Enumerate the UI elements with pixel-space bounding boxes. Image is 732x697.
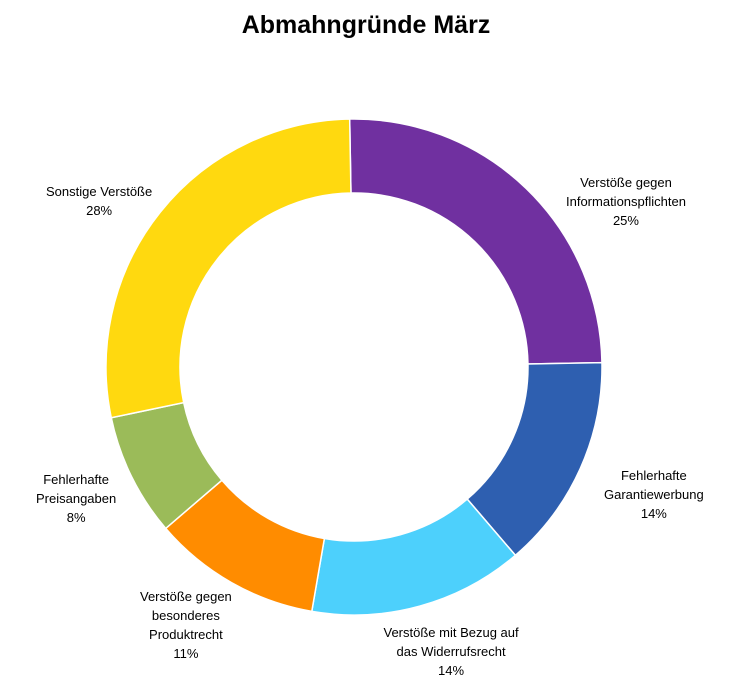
slice-label-name: besonderes bbox=[151, 608, 220, 623]
slice-label: Verstöße gegen Informationspflichten 25% bbox=[566, 173, 686, 230]
slice-label-name: Verstöße mit Bezug auf bbox=[383, 624, 519, 640]
slice-label-name: Fehlerhafte bbox=[620, 467, 687, 483]
slice-label-percent: 28% bbox=[86, 203, 113, 218]
slice-label-percent: 8% bbox=[66, 509, 86, 525]
slice-label-percent: 14% bbox=[438, 662, 465, 678]
slice-label: Fehlerhafte Garantiewerbung 14% bbox=[604, 466, 704, 523]
slice-label: Verstöße mit Bezug auf das Widerrufsrecht… bbox=[384, 623, 519, 680]
slice-label-name: das Widerrufsrecht bbox=[396, 643, 506, 659]
slice-label: Verstöße gegen besonderes Produktrecht 11% bbox=[140, 587, 232, 663]
slice-label-name: Preisangaben bbox=[36, 490, 117, 506]
slice-label-name: Fehlerhafte bbox=[43, 471, 109, 487]
chart-title: Abmahngründe März bbox=[241, 11, 491, 39]
slice-label-percent: 14% bbox=[640, 505, 667, 521]
slice-label-name: Garantiewerbung bbox=[604, 486, 704, 502]
slice-label-name: Produktrecht bbox=[149, 627, 223, 642]
slice-label: Fehlerhafte Preisangaben 8% bbox=[36, 470, 116, 527]
slice-label-name: Verstöße gegen bbox=[580, 174, 672, 190]
slice-label: Sonstige Verstöße 28% bbox=[46, 182, 152, 220]
slice-label-name: Informationspflichten bbox=[566, 193, 686, 209]
slice-label-name: Verstöße gegen bbox=[140, 589, 232, 604]
slice-label-percent: 11% bbox=[173, 646, 199, 661]
slice-label-name: Sonstige Verstöße bbox=[46, 184, 153, 199]
donut-slice bbox=[105, 118, 352, 419]
donut-slice bbox=[348, 118, 603, 365]
slice-label-percent: 25% bbox=[612, 212, 639, 228]
